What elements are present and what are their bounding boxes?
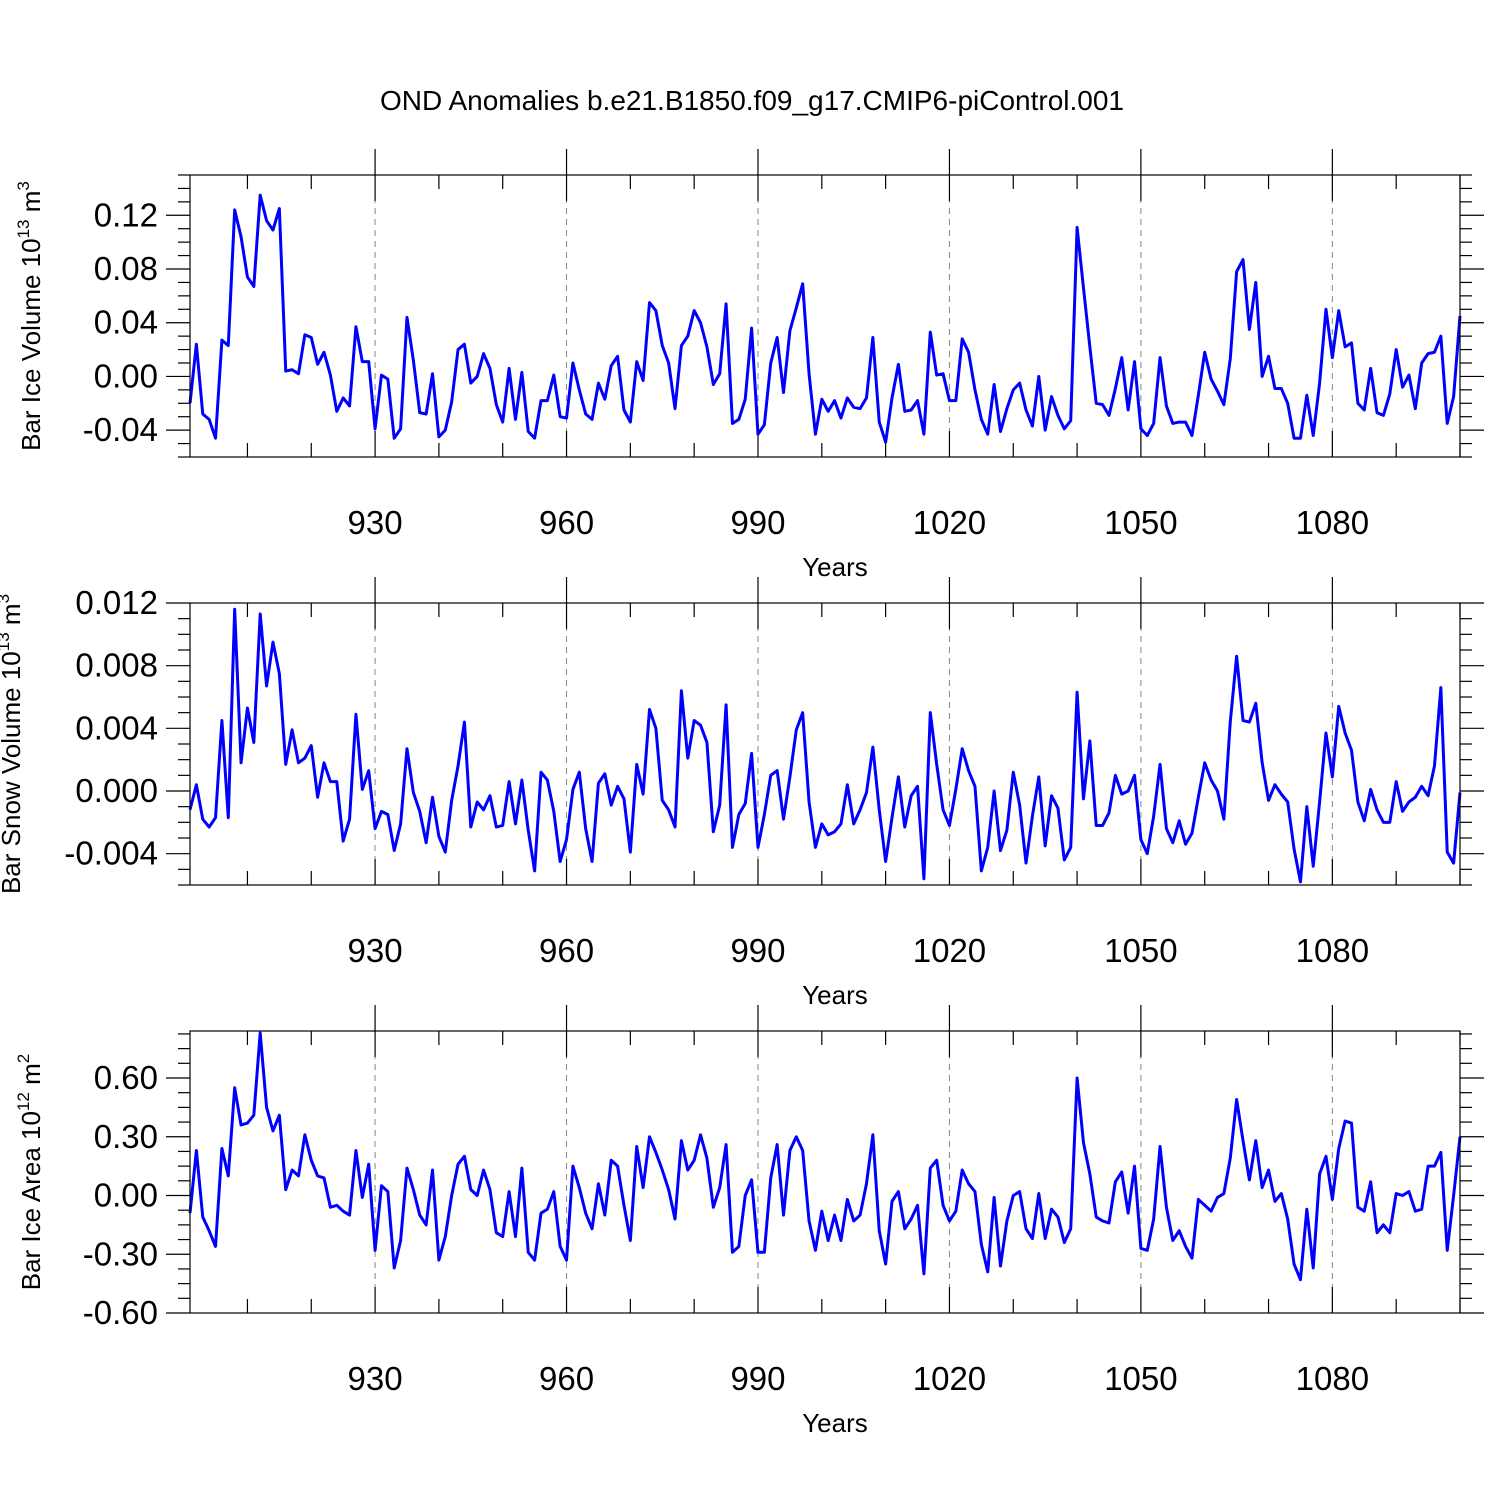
x-tick-label: 930 [348, 932, 403, 969]
y-axis-title-text: Bar Snow Volume 10 [0, 651, 26, 894]
x-tick-label: 960 [539, 1360, 594, 1397]
panel-1: -0.04 0.00 0.04 0.08 0.12 930 960 990 1020 1050 10… [14, 149, 1484, 582]
y-tick-label: 0.00 [94, 1177, 158, 1214]
y-tick-label: 0.04 [94, 304, 158, 341]
plot-frame [189, 602, 1461, 886]
y-tick-label: -0.04 [83, 411, 158, 448]
plot-frame [189, 1030, 1461, 1314]
x-tick-label: 1080 [1296, 1360, 1369, 1397]
y-tick-label: -0.004 [64, 835, 158, 872]
y-axis-title-unit: m [16, 1063, 46, 1092]
panel-3: -0.60 -0.30 0.00 0.30 0.60 930 960 990 1020 1050 1… [14, 1005, 1484, 1438]
y-tick-label: 0.08 [94, 250, 158, 287]
x-tick-label: 1050 [1104, 932, 1177, 969]
y-tick-label: 0.008 [75, 647, 158, 684]
series-line [188, 607, 1462, 884]
x-tick-label: 1020 [913, 1360, 986, 1397]
y-tick-label: -0.60 [83, 1294, 158, 1331]
y-axis-title-text: Bar Ice Area 10 [16, 1111, 46, 1290]
x-tick-label: 1020 [913, 932, 986, 969]
y-axis-title-unit: m [16, 191, 46, 220]
x-tick-label: 930 [348, 504, 403, 541]
y-axis-title-unit: m [0, 603, 26, 632]
x-axis-title: Years [802, 1408, 868, 1438]
y-axis-title-unit-exponent: 3 [14, 181, 33, 190]
x-tick-label: 1080 [1296, 504, 1369, 541]
x-tick-label: 1050 [1104, 504, 1177, 541]
y-tick-label: 0.004 [75, 709, 158, 746]
y-axis-title-exponent: 13 [0, 632, 13, 651]
x-tick-label: 1080 [1296, 932, 1369, 969]
y-axis-title: Bar Ice Volume 1013 m3 [14, 181, 46, 451]
y-axis-title-text: Bar Ice Volume 10 [16, 238, 46, 450]
y-axis-title: Bar Ice Area 1012 m2 [14, 1054, 46, 1291]
y-axis-title-unit-exponent: 3 [0, 594, 13, 603]
x-tick-label: 930 [348, 1360, 403, 1397]
x-axis-title: Years [802, 552, 868, 582]
y-axis-title-exponent: 13 [14, 219, 33, 238]
x-tick-label: 1020 [913, 504, 986, 541]
x-tick-label: 990 [730, 932, 785, 969]
x-tick-label: 1050 [1104, 1360, 1177, 1397]
y-tick-label: 0.000 [75, 772, 158, 809]
x-tick-label: 990 [730, 504, 785, 541]
y-tick-label: 0.60 [94, 1059, 158, 1096]
y-axis-title-exponent: 12 [14, 1092, 33, 1111]
y-tick-label: 0.12 [94, 196, 158, 233]
series-line [188, 193, 1462, 444]
chart-title: OND Anomalies b.e21.B1850.f09_g17.CMIP6-… [380, 85, 1124, 116]
x-tick-label: 960 [539, 932, 594, 969]
y-tick-label: 0.00 [94, 357, 158, 394]
x-tick-label: 960 [539, 504, 594, 541]
x-axis-title: Years [802, 980, 868, 1010]
y-tick-label: -0.30 [83, 1235, 158, 1272]
y-axis-title: Bar Snow Volume 1013 m3 [0, 594, 26, 894]
y-axis-title-unit-exponent: 2 [14, 1054, 33, 1063]
plot-frame [189, 174, 1461, 458]
panel-2: -0.004 0.000 0.004 0.008 0.012 930 960 990 1020 1… [0, 577, 1484, 1010]
y-tick-label: 0.30 [94, 1118, 158, 1155]
series-line [188, 1031, 1462, 1282]
x-tick-label: 990 [730, 1360, 785, 1397]
y-tick-label: 0.012 [75, 584, 158, 621]
